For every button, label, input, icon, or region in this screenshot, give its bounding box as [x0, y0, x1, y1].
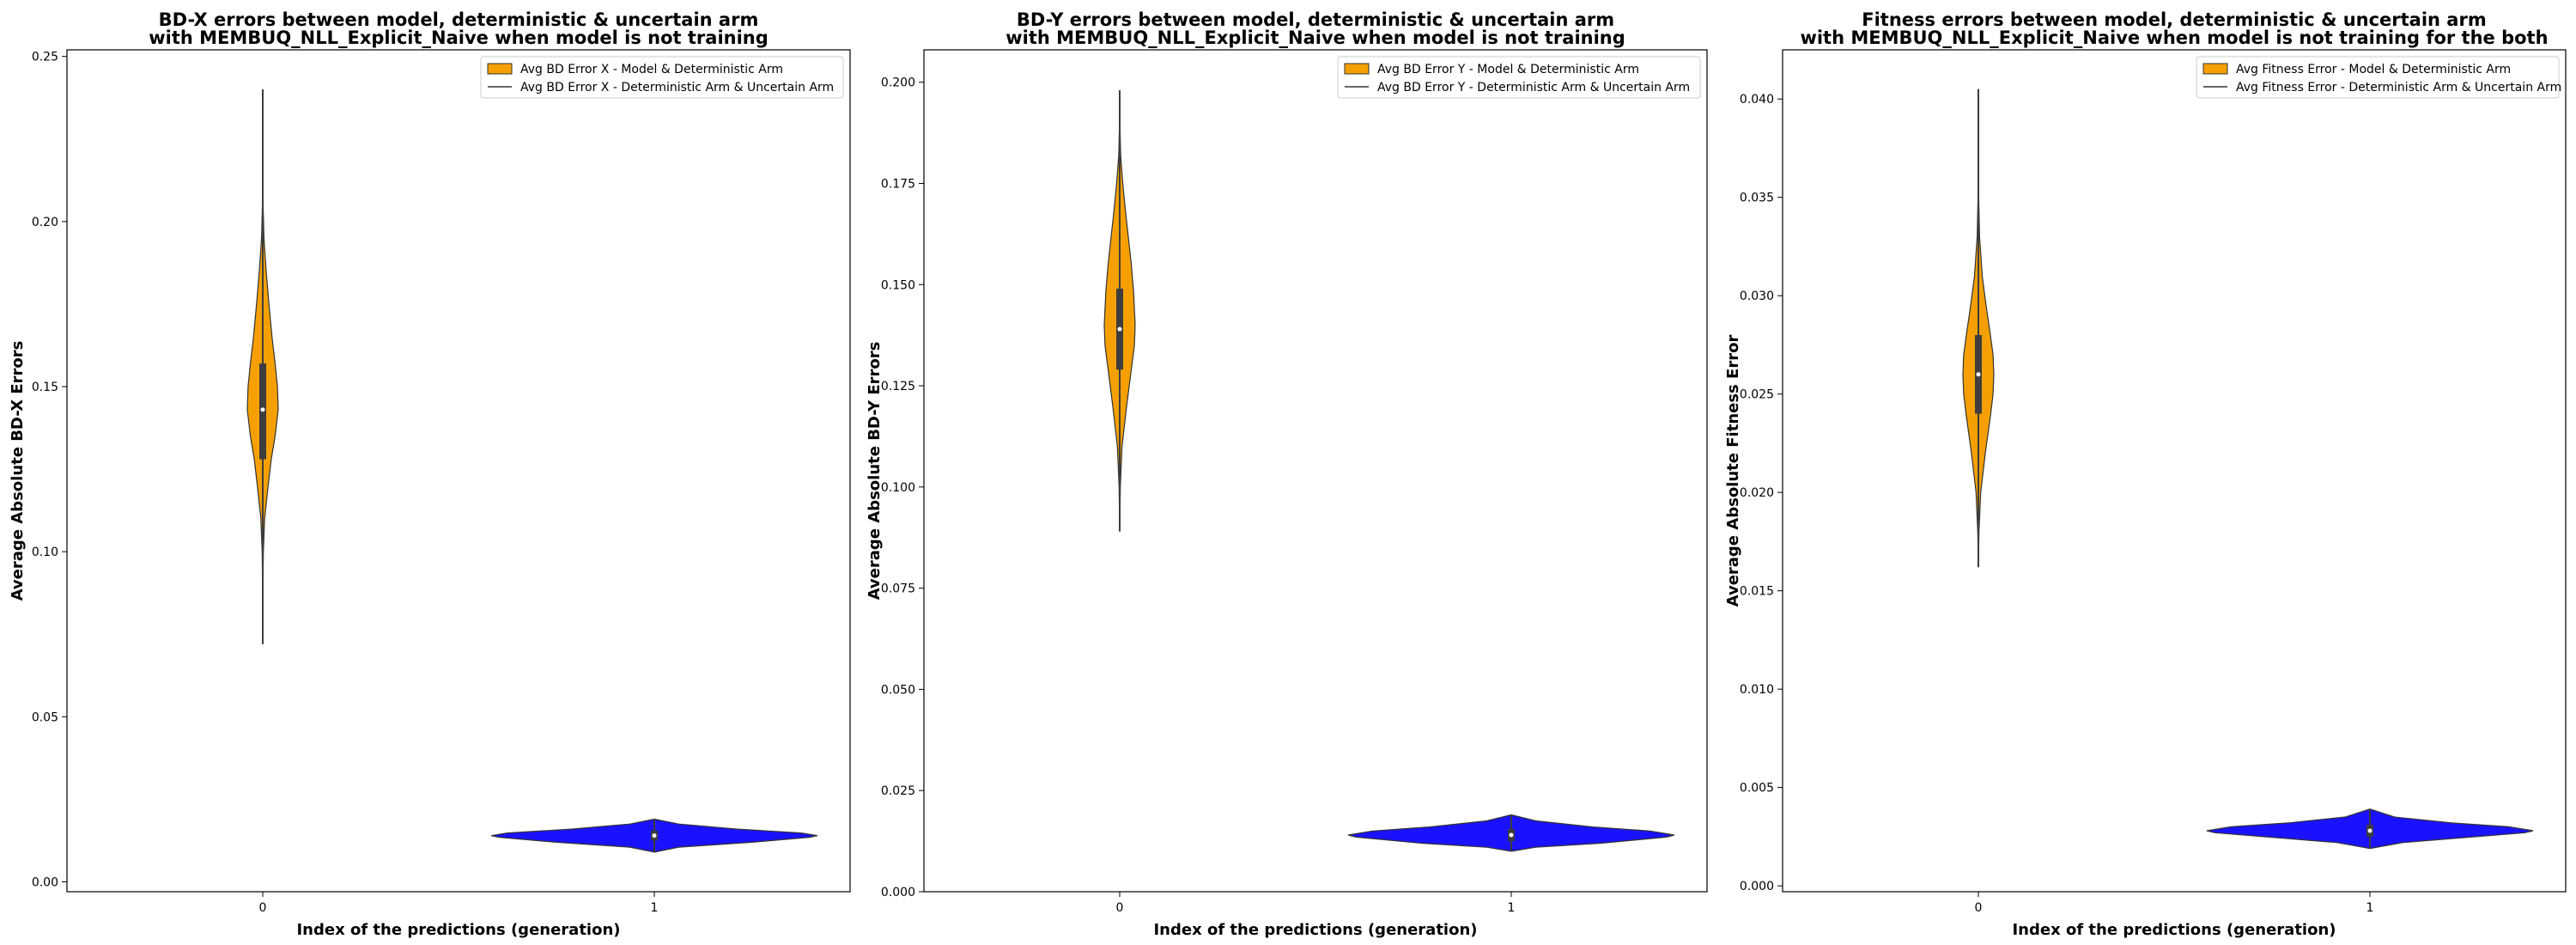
legend-entry-1: Avg Fitness Error - Model & Deterministi… [2236, 63, 2511, 76]
y-tick-label: 0.000 [881, 886, 915, 899]
y-tick-label: 0.030 [1740, 290, 1774, 303]
x-tick-label: 0 [1975, 901, 1983, 915]
x-tick-label: 1 [1508, 901, 1516, 915]
axes-frame [66, 49, 851, 893]
chart-title-line-1: BD-Y errors between model, deterministic… [1017, 9, 1614, 30]
y-axis-label: Average Absolute BD-X Errors [9, 341, 27, 601]
chart-panel-3: Fitness errors between model, determinis… [1724, 9, 2567, 939]
y-tick-label: 0.015 [1740, 585, 1774, 599]
y-tick-label: 0.050 [881, 683, 915, 697]
y-tick-label: 0.150 [881, 278, 915, 292]
y-tick-label: 0.25 [32, 51, 58, 64]
y-tick-label: 0.20 [32, 216, 58, 229]
x-axis-label: Index of the predictions (generation) [1153, 921, 1477, 939]
legend: Avg BD Error Y - Model & Deterministic A… [1337, 56, 1701, 99]
legend: Avg Fitness Error - Model & Deterministi… [2196, 56, 2561, 99]
chart-panel-1: BD-X errors between model, deterministic… [9, 9, 851, 939]
x-tick-label: 1 [651, 901, 659, 915]
chart-title-line-2: with MEMBUQ_NLL_Explicit_Naive when mode… [1005, 27, 1625, 48]
axes-frame [923, 49, 1708, 893]
x-tick-label: 0 [1116, 901, 1124, 915]
legend-swatch-orange [1344, 63, 1370, 75]
x-axis-label: Index of the predictions (generation) [2012, 921, 2336, 939]
chart-title-line-2: with MEMBUQ_NLL_Explicit_Naive when mode… [149, 27, 769, 48]
y-tick-label: 0.035 [1740, 192, 1774, 205]
violin-median-point [1117, 326, 1122, 332]
y-tick-label: 0.15 [32, 381, 58, 394]
axes-frame [1782, 49, 2567, 893]
violin-median-point [1976, 372, 1981, 377]
y-tick-label: 0.020 [1740, 486, 1774, 500]
y-tick-label: 0.05 [32, 710, 58, 724]
y-tick-label: 0.010 [1740, 683, 1774, 697]
y-tick-label: 0.000 [1740, 880, 1774, 893]
chart-title-line-1: Fitness errors between model, determinis… [1862, 9, 2486, 30]
violin-median-point [2367, 828, 2372, 833]
legend-entry-1: Avg BD Error Y - Model & Deterministic A… [1377, 63, 1639, 76]
y-tick-label: 0.025 [881, 784, 915, 798]
y-tick-label: 0.200 [881, 76, 915, 90]
y-tick-label: 0.005 [1740, 782, 1774, 796]
x-tick-label: 1 [2366, 901, 2374, 915]
x-tick-label: 0 [259, 901, 267, 915]
x-axis-label: Index of the predictions (generation) [296, 921, 620, 939]
y-tick-label: 0.100 [881, 481, 915, 495]
violin-median-point [652, 833, 657, 838]
y-tick-label: 0.040 [1740, 93, 1774, 107]
chart-title-line-2: with MEMBUQ_NLL_Explicit_Naive when mode… [1800, 27, 2548, 48]
legend-entry-1: Avg BD Error X - Model & Deterministic A… [520, 63, 783, 76]
legend-entry-2: Avg BD Error Y - Deterministic Arm & Unc… [1377, 81, 1690, 94]
legend-swatch-orange [487, 63, 513, 75]
y-axis-label: Average Absolute Fitness Error [1724, 335, 1742, 607]
y-tick-label: 0.075 [881, 582, 915, 596]
legend-entry-2: Avg BD Error X - Deterministic Arm & Unc… [520, 81, 834, 94]
legend: Avg BD Error X - Model & Deterministic A… [480, 56, 844, 99]
chart-title-line-1: BD-X errors between model, deterministic… [159, 9, 759, 30]
violin-median-point [260, 407, 265, 412]
legend-swatch-orange [2202, 63, 2228, 75]
y-tick-label: 0.10 [32, 546, 58, 559]
legend-frame [480, 56, 844, 99]
y-tick-label: 0.125 [881, 380, 915, 393]
y-tick-label: 0.00 [32, 875, 58, 889]
chart-panel-2: BD-Y errors between model, deterministic… [866, 9, 1708, 939]
legend-frame [2196, 56, 2560, 99]
legend-entry-2: Avg Fitness Error - Deterministic Arm & … [2236, 81, 2561, 94]
legend-frame [1337, 56, 1701, 99]
y-axis-label: Average Absolute BD-Y Errors [866, 342, 884, 601]
violin-median-point [1509, 832, 1514, 838]
y-tick-label: 0.175 [881, 177, 915, 191]
y-tick-label: 0.025 [1740, 388, 1774, 402]
